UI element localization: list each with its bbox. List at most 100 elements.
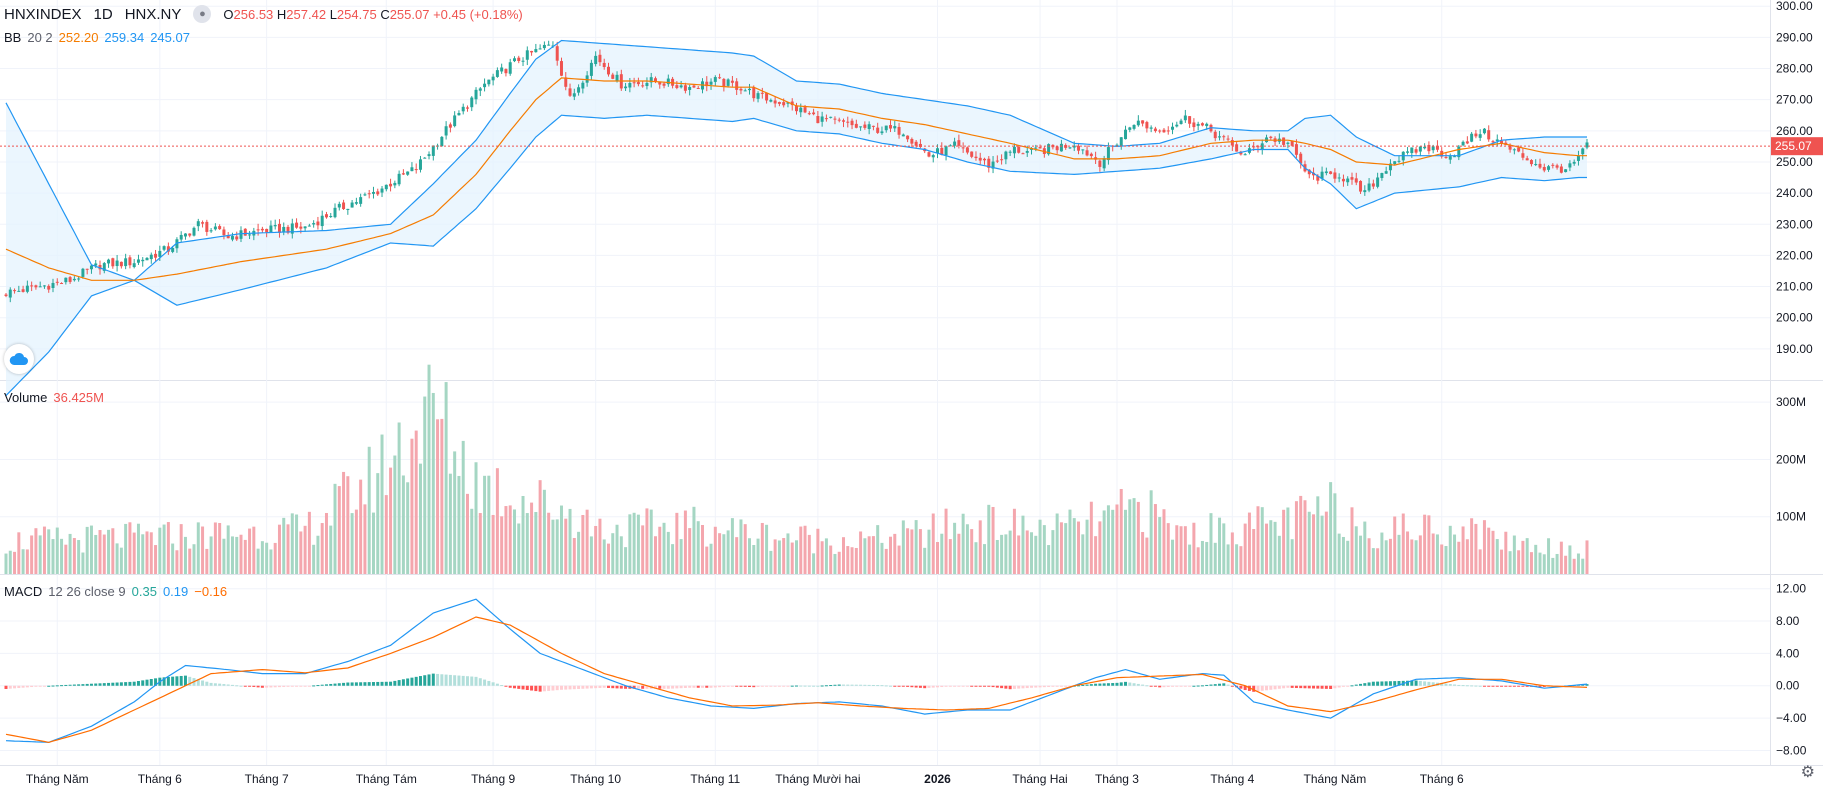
volume-bar	[696, 521, 700, 574]
macd-histogram-bar	[179, 675, 183, 686]
candle-body	[354, 202, 358, 204]
candle-body	[1431, 146, 1435, 151]
macd-histogram-bar	[1376, 681, 1380, 686]
macd-histogram-bar	[474, 676, 478, 686]
volume-bar	[512, 509, 516, 574]
gear-icon[interactable]: ⚙	[1800, 764, 1815, 781]
candle-body	[906, 135, 910, 140]
candle-body	[1478, 134, 1482, 138]
candle-body	[1077, 145, 1081, 151]
low-value: 254.75	[336, 6, 377, 22]
candle-body	[632, 82, 636, 84]
high-label: H	[276, 6, 287, 22]
macd-histogram-bar	[1363, 683, 1367, 686]
candle-body	[547, 44, 551, 46]
ohlc-values: O256.53 H257.42 L254.75 C255.07 +0.45 (+…	[223, 7, 522, 22]
candle-body	[1564, 169, 1568, 173]
candle-body	[1435, 145, 1439, 150]
volume-bar	[1354, 526, 1358, 574]
price-axis[interactable]: 300.00 290.00 280.00 270.00 260.00 250.00 240.…	[0, 0, 1823, 757]
macd-histogram-bar	[119, 682, 123, 686]
candle-body	[859, 126, 863, 128]
candle-body	[1512, 149, 1516, 151]
volume-bar	[525, 513, 529, 574]
macd-histogram-bar	[1030, 685, 1034, 688]
volume-bar	[102, 534, 106, 574]
macd-histogram-bar	[483, 679, 487, 686]
volume-legend[interactable]: Volume 36.425M	[4, 390, 104, 405]
volume-bar	[833, 553, 837, 574]
time-axis[interactable]: Tháng Năm Tháng 6 Tháng 7 Tháng Tám Tháng 9 T…	[26, 772, 1464, 786]
volume-bar	[487, 475, 491, 574]
candle-body	[333, 207, 337, 218]
volume-bar	[577, 531, 581, 574]
price-tick-label: 300.00	[1776, 0, 1813, 13]
macd-histogram-bar	[568, 685, 572, 690]
candle-body	[936, 148, 940, 154]
macd-histogram-bar	[953, 685, 957, 687]
macd-histogram-bar	[337, 683, 341, 686]
volume-bar	[376, 473, 380, 574]
eye-icon[interactable]: ●	[193, 5, 212, 23]
macd-histogram-bar	[1393, 681, 1397, 686]
candle-body	[1008, 151, 1012, 153]
candle-body	[572, 93, 576, 97]
candle-body	[269, 225, 273, 233]
candle-body	[401, 173, 405, 175]
volume-bar	[269, 549, 273, 574]
candle-body	[765, 92, 769, 101]
volume-bar	[1089, 501, 1093, 574]
high-value: 257.42	[286, 6, 327, 22]
candle-body	[918, 143, 922, 148]
macd-histogram-bar	[559, 685, 563, 690]
candle-body	[77, 278, 81, 280]
bb-legend[interactable]: BB 20 2 252.20 259.34 245.07	[4, 30, 190, 45]
volume-bar	[504, 506, 508, 574]
candle-body	[235, 236, 239, 240]
candle-body	[837, 119, 841, 121]
macd-histogram-bar	[1508, 685, 1512, 687]
candle-body	[282, 226, 286, 233]
last-price-label: 255.07	[1775, 139, 1812, 153]
volume-bar	[1316, 496, 1320, 574]
macd-histogram-bar	[380, 681, 384, 686]
macd-histogram-bar	[102, 683, 106, 686]
macd-histogram-bar	[829, 685, 833, 687]
macd-histogram-bar	[812, 685, 816, 687]
volume-bar	[111, 528, 115, 574]
candle-body	[517, 57, 521, 62]
candle-body	[72, 278, 76, 281]
macd-histogram-bar	[1333, 685, 1337, 689]
macd-histogram-bar	[89, 683, 93, 686]
candle-body	[1517, 147, 1521, 152]
volume-bar	[936, 542, 940, 574]
symbol-exchange[interactable]: HNX.NY	[124, 5, 182, 23]
macd-histogram-bar	[85, 683, 89, 686]
symbol-name[interactable]: HNXINDEX	[4, 5, 82, 23]
volume-bar	[1307, 511, 1311, 574]
candle-body	[940, 147, 944, 155]
macd-histogram-bar	[1124, 681, 1128, 686]
volume-bar	[722, 534, 726, 574]
macd-legend[interactable]: MACD 12 26 close 9 0.35 0.19 −0.16	[4, 584, 227, 599]
macd-histogram-bar	[1149, 685, 1153, 687]
macd-histogram-bar	[1166, 685, 1170, 687]
macd-histogram-bar	[1337, 685, 1341, 688]
volume-bar	[470, 508, 474, 574]
volume-bar	[1115, 504, 1119, 574]
volume-bar	[312, 544, 316, 574]
time-axis-label: Tháng 9	[471, 772, 515, 786]
candle-body	[60, 283, 64, 285]
volume-bar	[1102, 510, 1106, 574]
macd-histogram-bar	[722, 685, 726, 687]
macd-histogram-bar	[1491, 685, 1495, 687]
cloud-icon[interactable]	[4, 344, 34, 374]
volume-bar	[508, 505, 512, 574]
macd-histogram-bar	[286, 685, 290, 687]
close-label: C	[380, 6, 390, 22]
symbol-interval[interactable]: 1D	[93, 5, 113, 23]
volume-bar	[1495, 539, 1499, 574]
macd-histogram-bar	[1324, 685, 1328, 689]
volume-bar	[448, 473, 452, 574]
